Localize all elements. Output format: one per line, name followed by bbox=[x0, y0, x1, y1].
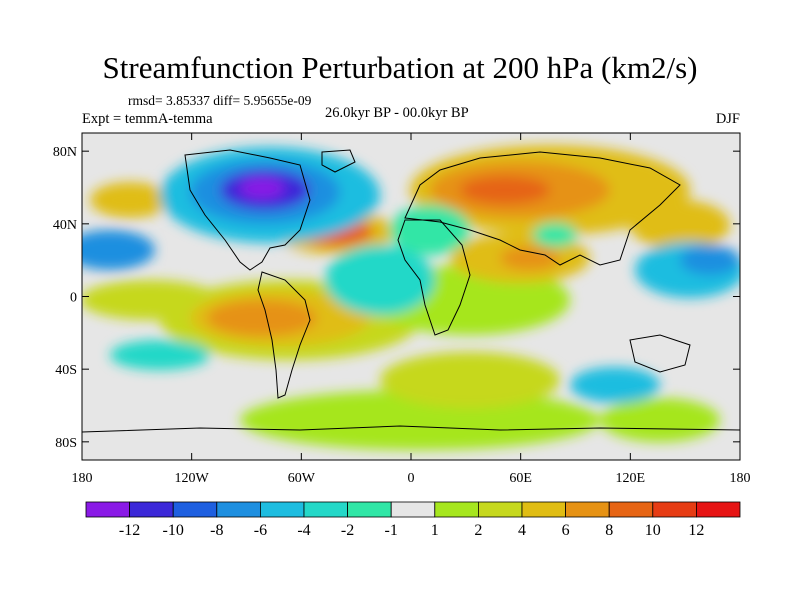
lon-tick-label: 120E bbox=[616, 471, 646, 486]
low-na-core bbox=[240, 178, 284, 198]
streamfunction-field bbox=[82, 133, 740, 460]
rmsd-text: rmsd= 3.85337 diff= 5.95655e-09 bbox=[128, 93, 312, 108]
lat-axis: 80N 40N 0 40S 80S bbox=[53, 145, 740, 451]
lat-tick-label: 40N bbox=[53, 218, 77, 233]
season-label: DJF bbox=[715, 111, 740, 127]
colorbar-swatch bbox=[608, 501, 654, 518]
coast-greenland bbox=[321, 149, 356, 173]
lat-tick-label: 0 bbox=[70, 291, 77, 306]
colorbar-swatch bbox=[652, 501, 697, 518]
lat-tick-label: 40S bbox=[55, 363, 77, 378]
colorbar-swatch bbox=[521, 501, 566, 518]
trough-south-pac bbox=[110, 340, 210, 370]
coast-africa bbox=[397, 219, 471, 336]
colorbar-swatch bbox=[347, 501, 392, 518]
coast-eurasia bbox=[404, 151, 681, 266]
colorbar-swatch bbox=[390, 501, 436, 518]
colorbar-label: 8 bbox=[605, 522, 613, 539]
coast-north-america bbox=[184, 149, 311, 271]
colorbar-label: 4 bbox=[518, 522, 526, 539]
lon-tick-label: 180 bbox=[730, 471, 751, 486]
colorbar-label: -4 bbox=[297, 522, 310, 539]
colorbar-swatch bbox=[477, 501, 523, 518]
colorbar-label: 6 bbox=[562, 522, 570, 539]
colorbar-label: -10 bbox=[163, 522, 184, 539]
colorbar: -12 -10 -8 -6 -4 -2 -1 1 2 4 6 8 10 12 bbox=[85, 501, 741, 539]
lat-tick-label: 80N bbox=[53, 145, 77, 160]
colorbar-swatch bbox=[85, 501, 130, 518]
colorbar-swatch bbox=[696, 501, 741, 518]
high-sa-inner bbox=[207, 300, 317, 336]
experiment-label: Expt = temmA-temma bbox=[82, 111, 213, 127]
coastlines bbox=[82, 149, 740, 433]
colorbar-label: -1 bbox=[385, 522, 398, 539]
colorbar-swatch bbox=[434, 501, 479, 518]
pos-south-atl bbox=[380, 352, 560, 408]
colorbar-label: -8 bbox=[210, 522, 223, 539]
lon-tick-label: 180 bbox=[72, 471, 93, 486]
colorbar-label: 2 bbox=[474, 522, 482, 539]
high-nepac bbox=[630, 200, 730, 250]
lon-tick-label: 60W bbox=[288, 471, 316, 486]
colorbar-swatch bbox=[172, 501, 218, 518]
colorbar-swatch bbox=[216, 501, 261, 518]
colorbar-swatch bbox=[565, 501, 610, 518]
trough-south-indian bbox=[570, 367, 660, 403]
pos-south-pac bbox=[600, 398, 720, 442]
trough-dateline bbox=[82, 230, 155, 270]
trough-indian bbox=[533, 223, 577, 247]
trough-medit bbox=[390, 205, 470, 255]
lon-tick-label: 120W bbox=[175, 471, 210, 486]
colorbar-swatch bbox=[259, 501, 305, 518]
colorbar-label: 12 bbox=[688, 522, 704, 539]
colorbar-label: -2 bbox=[341, 522, 354, 539]
colorbar-label: -6 bbox=[254, 522, 267, 539]
colorbar-swatch bbox=[129, 501, 174, 518]
colorbar-label: 10 bbox=[645, 522, 661, 539]
coast-south-america bbox=[257, 271, 311, 399]
trough-atl bbox=[325, 245, 435, 315]
lon-tick-label: 60E bbox=[509, 471, 532, 486]
plot-title: Streamfunction Perturbation at 200 hPa (… bbox=[102, 50, 698, 85]
high-india-core bbox=[500, 246, 560, 270]
colorbar-swatch bbox=[303, 501, 348, 518]
lon-tick-label: 0 bbox=[408, 471, 415, 486]
trough-wpac-core bbox=[680, 245, 740, 275]
lon-axis: 180 120W 60W 0 60E 120E 180 bbox=[72, 133, 751, 486]
coast-antarctica bbox=[82, 425, 740, 433]
lat-tick-label: 80S bbox=[55, 436, 77, 451]
coast-australia bbox=[629, 334, 691, 373]
high-eurasia-core bbox=[460, 176, 550, 204]
colorbar-label: -12 bbox=[119, 522, 140, 539]
high-wpac-edge bbox=[90, 182, 170, 218]
colorbar-label: 1 bbox=[431, 522, 439, 539]
period-label: 26.0kyr BP - 00.0kyr BP bbox=[325, 105, 469, 121]
